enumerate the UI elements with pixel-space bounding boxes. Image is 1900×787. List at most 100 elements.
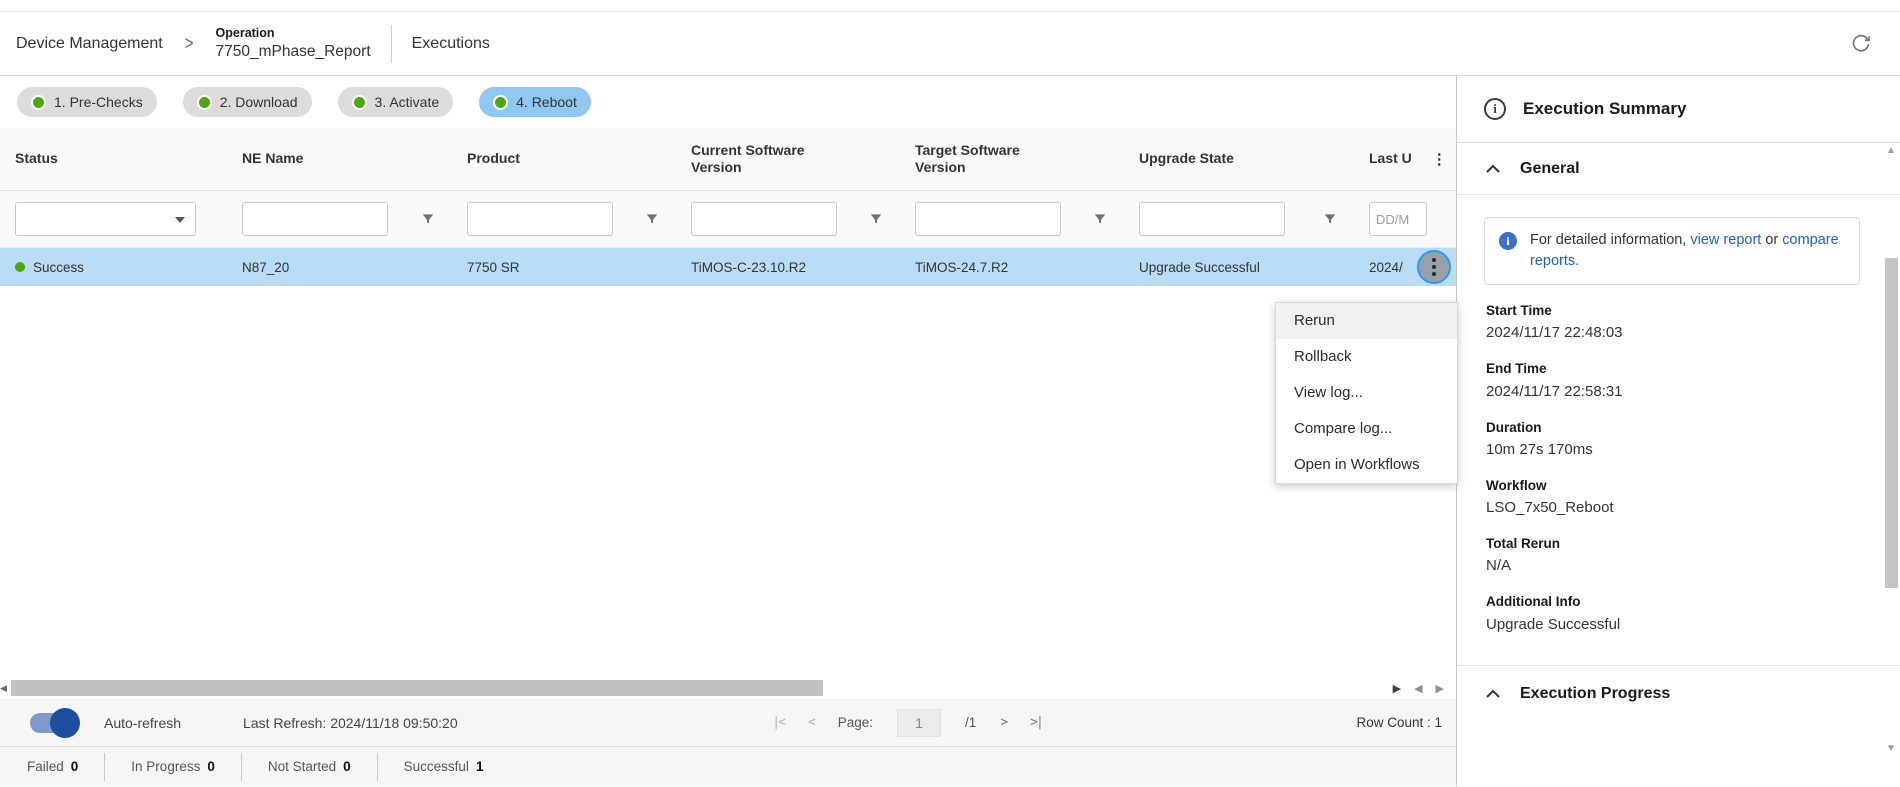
general-section-header[interactable]: General <box>1457 143 1900 195</box>
vertical-scrollbar-track[interactable] <box>1884 156 1898 744</box>
field-start-time: Start Time 2024/11/17 22:48:03 <box>1486 303 1623 342</box>
menu-item-rerun[interactable]: Rerun <box>1276 303 1457 339</box>
counter-successful: Successful 1 <box>403 759 484 774</box>
vertical-scrollbar-thumb[interactable] <box>1884 258 1898 588</box>
phase-tabs: 1. Pre-Checks 2. Download 3. Activate 4.… <box>0 76 1456 128</box>
scroll-left-arrow-icon[interactable]: ◀ <box>0 682 7 693</box>
page-total: /1 <box>965 715 977 730</box>
column-settings-kebab-icon[interactable]: ⋮ <box>1431 150 1447 168</box>
info-filled-icon: i <box>1499 232 1517 250</box>
row-last-update: 2024/ <box>1369 259 1403 275</box>
first-page-button[interactable]: |< <box>772 715 786 730</box>
phase-chip-download[interactable]: 2. Download <box>182 87 312 117</box>
phase-chip-pre-checks[interactable]: 1. Pre-Checks <box>17 87 157 117</box>
row-target-sw: TiMOS-24.7.R2 <box>915 259 1009 275</box>
view-report-link[interactable]: view report <box>1690 232 1762 248</box>
column-header-ne-name[interactable]: NE Name <box>242 150 304 167</box>
phase-chip-label: 4. Reboot <box>516 94 577 110</box>
menu-item-view-log[interactable]: View log... <box>1294 384 1363 401</box>
row-ne-name: N87_20 <box>242 259 290 275</box>
phase-chip-activate[interactable]: 3. Activate <box>337 87 454 117</box>
upgrade-state-funnel-icon[interactable] <box>1323 212 1337 226</box>
execution-table-row[interactable]: Success N87_20 7750 SR TiMOS-C-23.10.R2 … <box>0 248 1456 286</box>
product-funnel-icon[interactable] <box>645 212 659 226</box>
menu-item-open-in-workflows[interactable]: Open in Workflows <box>1294 456 1420 473</box>
general-fields: Start Time 2024/11/17 22:48:03 End Time … <box>1486 301 1900 637</box>
column-header-current-sw[interactable]: Current Software Version <box>691 141 805 176</box>
status-counters-bar: Failed 0 In Progress 0 Not Started 0 Suc… <box>0 746 1456 786</box>
phase-chip-label: 3. Activate <box>374 94 440 110</box>
row-current-sw: TiMOS-C-23.10.R2 <box>691 259 807 275</box>
scroll-down-arrow-icon[interactable]: ▼ <box>1886 743 1896 754</box>
table-empty-area <box>0 286 1456 677</box>
pagination: |< < Page: /1 > >| <box>772 708 1044 737</box>
refresh-icon[interactable] <box>1848 31 1874 57</box>
status-filter-select[interactable] <box>15 202 196 236</box>
field-end-time: End Time 2024/11/17 22:58:31 <box>1486 361 1623 400</box>
row-actions-kebab-button[interactable] <box>1417 250 1451 284</box>
product-filter-input[interactable] <box>467 202 613 236</box>
last-page-button[interactable]: >| <box>1030 715 1044 730</box>
page-number-input[interactable] <box>897 708 942 737</box>
current-sw-filter-input[interactable] <box>691 202 837 236</box>
last-update-date-filter-input[interactable] <box>1369 202 1427 236</box>
general-section-label: General <box>1520 159 1580 177</box>
table-controls-bar: Auto-refresh Last Refresh: 2024/11/18 09… <box>0 699 1456 746</box>
operation-name: 7750_mPhase_Report <box>215 42 371 60</box>
compare-reports-link[interactable]: compare reports. <box>1530 232 1839 270</box>
breadcrumb-divider <box>390 24 392 63</box>
breadcrumb-operation[interactable]: Operation 7750_mPhase_Report <box>216 26 371 61</box>
current-sw-funnel-icon[interactable] <box>869 212 883 226</box>
operation-label: Operation <box>215 26 275 40</box>
auto-refresh-label: Auto-refresh <box>104 714 182 731</box>
phase-success-dot-icon <box>31 94 46 110</box>
table-filter-row <box>0 191 1456 248</box>
upgrade-state-filter-input[interactable] <box>1139 202 1285 236</box>
horizontal-scrollbar-thumb[interactable] <box>11 680 823 696</box>
target-sw-funnel-icon[interactable] <box>1093 212 1107 226</box>
phase-chip-reboot-selected[interactable]: 4. Reboot <box>479 87 591 117</box>
ne-name-funnel-icon[interactable] <box>421 212 435 226</box>
row-actions-context-menu: Rerun Rollback View log... Compare log..… <box>1275 302 1458 484</box>
menu-item-rollback[interactable]: Rollback <box>1294 348 1352 365</box>
breadcrumb-executions: Executions <box>411 34 490 52</box>
chevron-up-icon[interactable] <box>1486 164 1500 173</box>
column-header-status[interactable]: Status <box>15 150 58 167</box>
target-sw-filter-input[interactable] <box>915 202 1061 236</box>
info-note-text: For detailed information, <box>1530 232 1691 248</box>
next-page-button[interactable]: > <box>1000 715 1008 730</box>
dropdown-caret-icon <box>175 217 185 223</box>
report-info-note: i For detailed information, view report … <box>1484 217 1860 286</box>
row-status: Success <box>33 259 85 275</box>
column-page-left-icon[interactable]: ◀ <box>1414 682 1423 695</box>
column-page-right-icon[interactable]: ▶ <box>1435 682 1444 695</box>
column-header-product[interactable]: Product <box>467 150 520 167</box>
panel-header: i Execution Summary <box>1457 76 1900 143</box>
breadcrumb: Device Management > Operation 7750_mPhas… <box>0 12 1900 76</box>
field-workflow: Workflow LSO_7x50_Reboot <box>1486 477 1614 517</box>
ne-name-filter-input[interactable] <box>242 202 388 236</box>
last-refresh-text: Last Refresh: 2024/11/18 09:50:20 <box>243 714 458 731</box>
panel-title: Execution Summary <box>1523 99 1687 118</box>
execution-progress-section-header[interactable]: Execution Progress <box>1457 666 1900 722</box>
field-total-rerun: Total Rerun N/A <box>1486 536 1560 575</box>
chevron-right-icon: > <box>184 32 194 55</box>
column-header-upgrade-state[interactable]: Upgrade State <box>1139 150 1234 167</box>
field-duration: Duration 10m 27s 170ms <box>1486 419 1593 458</box>
top-strip <box>0 0 1900 12</box>
info-outline-icon: i <box>1484 98 1506 120</box>
column-header-last-update[interactable]: Last U <box>1369 150 1412 167</box>
auto-refresh-toggle[interactable] <box>30 707 80 738</box>
page-label: Page: <box>837 715 874 730</box>
counter-in-progress: In Progress 0 <box>105 752 242 781</box>
menu-item-compare-log[interactable]: Compare log... <box>1294 420 1393 437</box>
scroll-up-arrow-icon[interactable]: ▲ <box>1886 145 1896 156</box>
chevron-up-icon[interactable] <box>1486 689 1500 698</box>
breadcrumb-device-management[interactable]: Device Management <box>16 34 163 52</box>
scroll-right-arrow-icon[interactable]: ▶ <box>1392 682 1402 695</box>
field-additional-info: Additional Info Upgrade Successful <box>1486 594 1621 633</box>
previous-page-button[interactable]: < <box>807 715 816 730</box>
phase-success-dot-icon <box>351 94 367 110</box>
column-header-target-sw[interactable]: Target Software Version <box>915 141 1020 176</box>
